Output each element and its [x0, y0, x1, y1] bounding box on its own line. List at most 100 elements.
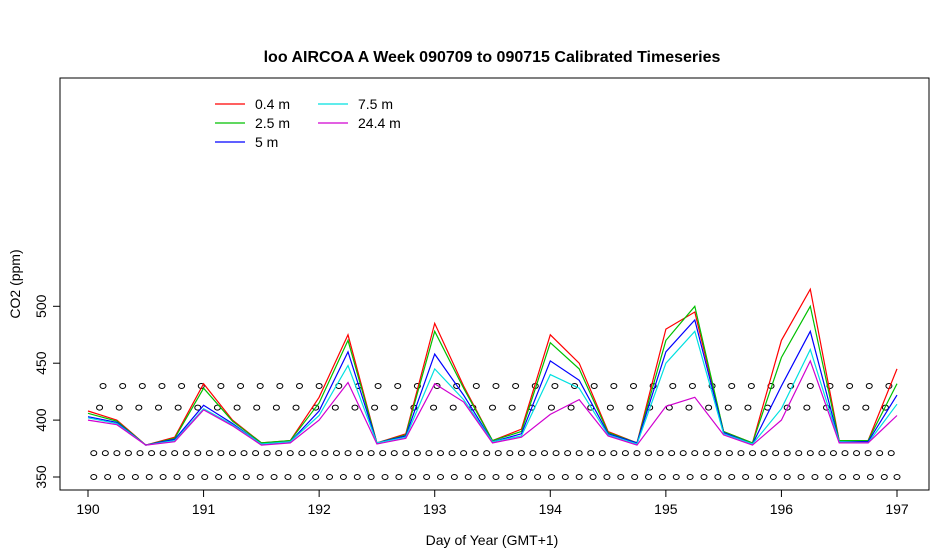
marker-row-0-point-20	[492, 382, 500, 389]
marker-row-2-point-65	[841, 450, 849, 457]
marker-row-1-point-40	[881, 404, 889, 411]
marker-row-2-point-51	[679, 450, 687, 457]
marker-row-0-point-29	[669, 382, 677, 389]
marker-row-2-point-34	[483, 450, 491, 457]
marker-row-2-point-14	[252, 450, 260, 457]
marker-row-1-point-8	[253, 404, 261, 411]
marker-row-3-point-55	[853, 474, 861, 480]
marker-row-2-point-67	[864, 450, 872, 457]
marker-row-1-point-5	[194, 404, 202, 411]
marker-row-2-point-53	[702, 450, 710, 457]
marker-row-2-point-38	[529, 450, 537, 457]
series-line-2	[87, 318, 898, 446]
marker-row-0-point-19	[472, 382, 480, 389]
marker-row-0-point-36	[806, 382, 814, 389]
marker-row-2-point-2	[113, 450, 121, 457]
marker-row-0-point-15	[394, 382, 402, 389]
marker-row-2-point-11	[217, 450, 225, 457]
marker-row-0-point-33	[747, 382, 755, 389]
marker-row-2-point-40	[552, 450, 560, 457]
marker-row-0-point-10	[295, 382, 303, 389]
y-tick-label-350: 350	[33, 465, 49, 489]
marker-row-0-point-27	[629, 382, 637, 389]
y-tick-label-450: 450	[33, 351, 49, 375]
marker-row-3-point-32	[534, 474, 542, 480]
marker-row-2-point-30	[436, 450, 444, 457]
marker-row-3-point-42	[672, 474, 680, 480]
legend-label-2: 5 m	[255, 134, 278, 150]
marker-row-2-point-35	[494, 450, 502, 457]
marker-row-0-point-39	[865, 382, 873, 389]
marker-row-2-point-42	[575, 450, 583, 457]
marker-row-3-point-21	[381, 474, 389, 480]
marker-row-3-point-22	[395, 474, 403, 480]
marker-row-2-point-47	[633, 450, 641, 457]
marker-row-3-point-36	[589, 474, 597, 480]
marker-row-2-point-23	[356, 450, 364, 457]
marker-row-3-point-23	[409, 474, 417, 480]
marker-row-2-point-54	[714, 450, 722, 457]
legend-label-4: 24.4 m	[358, 115, 401, 131]
marker-row-3-point-10	[228, 474, 236, 480]
marker-row-2-point-20	[321, 450, 329, 457]
x-tick-label-192: 192	[307, 501, 331, 517]
marker-row-0-point-23	[551, 382, 559, 389]
marker-row-0-point-18	[453, 382, 461, 389]
marker-row-1-point-17	[430, 404, 438, 411]
marker-row-2-point-19	[309, 450, 317, 457]
marker-row-1-point-9	[272, 404, 280, 411]
marker-row-0-point-38	[846, 382, 854, 389]
x-tick-label-195: 195	[654, 501, 678, 517]
marker-row-3-point-17	[326, 474, 334, 480]
marker-row-1-point-26	[606, 404, 614, 411]
marker-row-2-point-18	[298, 450, 306, 457]
marker-row-1-point-2	[135, 404, 143, 411]
marker-row-0-point-1	[119, 382, 127, 389]
marker-row-2-point-58	[760, 450, 768, 457]
marker-row-3-point-20	[367, 474, 375, 480]
marker-row-3-point-13	[270, 474, 278, 480]
marker-row-2-point-28	[413, 450, 421, 457]
marker-row-2-point-9	[194, 450, 202, 457]
marker-row-2-point-45	[610, 450, 618, 457]
legend-label-3: 7.5 m	[358, 96, 393, 112]
marker-row-2-point-49	[656, 450, 664, 457]
marker-row-1-point-13	[351, 404, 359, 411]
marker-row-2-point-66	[853, 450, 861, 457]
marker-row-2-point-22	[344, 450, 352, 457]
marker-row-2-point-4	[136, 450, 144, 457]
marker-row-3-point-7	[187, 474, 195, 480]
marker-row-2-point-10	[205, 450, 213, 457]
marker-row-0-point-3	[158, 382, 166, 389]
marker-row-2-point-12	[228, 450, 236, 457]
y-tick-label-500: 500	[33, 294, 49, 318]
marker-row-3-point-40	[645, 474, 653, 480]
marker-row-0-point-7	[237, 382, 245, 389]
marker-row-2-point-60	[783, 450, 791, 457]
marker-row-3-point-53	[825, 474, 833, 480]
marker-row-3-point-56	[866, 474, 874, 480]
marker-row-3-point-27	[464, 474, 472, 480]
marker-row-3-point-34	[561, 474, 569, 480]
legend: 0.4 m 2.5 m 5 m 7.5 m 24.4 m	[215, 96, 401, 150]
marker-row-3-point-57	[880, 474, 888, 480]
marker-row-0-point-21	[512, 382, 520, 389]
marker-row-1-point-30	[685, 404, 693, 411]
marker-row-3-point-0	[90, 474, 98, 480]
marker-row-3-point-47	[742, 474, 750, 480]
marker-row-2-point-21	[332, 450, 340, 457]
marker-row-0-point-2	[138, 382, 146, 389]
x-axis-label: Day of Year (GMT+1)	[426, 532, 559, 548]
marker-row-3-point-11	[242, 474, 250, 480]
y-axis-label: CO2 (ppm)	[7, 249, 23, 318]
marker-row-3-point-25	[436, 474, 444, 480]
marker-row-0-point-6	[217, 382, 225, 389]
marker-row-3-point-29	[492, 474, 500, 480]
marker-row-2-point-39	[541, 450, 549, 457]
marker-row-2-point-13	[240, 450, 248, 457]
marker-row-3-point-44	[700, 474, 708, 480]
marker-row-3-point-45	[714, 474, 722, 480]
marker-row-2-point-29	[425, 450, 433, 457]
